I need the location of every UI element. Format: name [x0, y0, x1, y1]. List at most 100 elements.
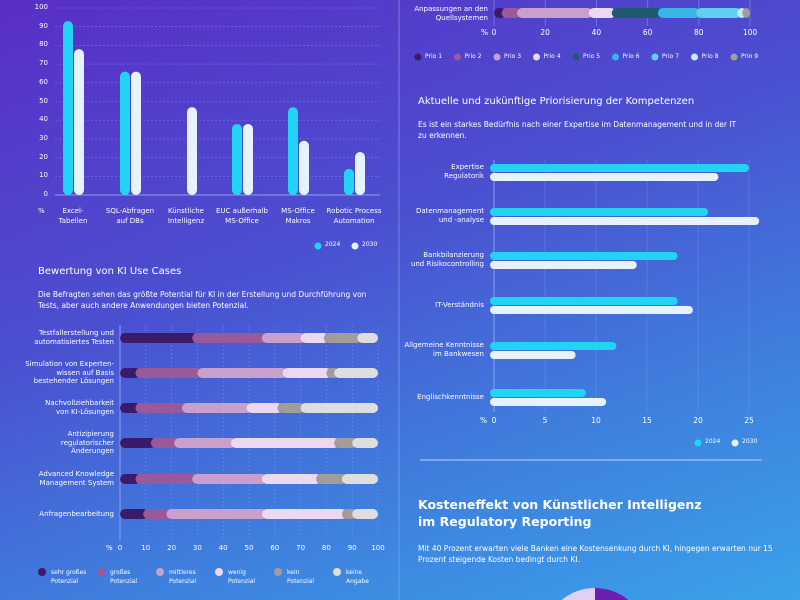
segment-1	[135, 403, 187, 413]
x-tick-label: 0	[117, 544, 123, 552]
segment-3	[261, 509, 347, 519]
x-tick-label: 10	[141, 544, 151, 552]
category-label: Anpassungen an den Quellsystemen	[414, 5, 488, 22]
legend-label: Prio 9	[741, 53, 759, 60]
legend-label: Prio 7	[662, 53, 680, 60]
segment-2	[174, 438, 236, 448]
legend-label: Prio 5	[583, 53, 601, 60]
x-tick-label: 30	[192, 544, 202, 552]
bar-2030	[299, 140, 309, 195]
x-tick-label: 60	[642, 28, 653, 37]
legend-swatch	[691, 53, 698, 61]
x-tick-label: 15	[642, 416, 652, 425]
legend-label: Prio 1	[425, 53, 443, 60]
legend-label: Prio 3	[504, 53, 522, 60]
segment-0	[120, 403, 141, 413]
segment-4	[277, 403, 306, 413]
x-tick-label: 25	[744, 416, 754, 425]
y-tick-label: 80	[39, 40, 48, 49]
x-category-label: Robotic Process Automation	[326, 207, 382, 225]
segment-prio-3	[517, 8, 593, 18]
segment-5	[352, 509, 378, 519]
y-tick-label: 10	[39, 171, 48, 180]
segment-5	[334, 368, 378, 378]
row-label: Advanced Knowledge Management System	[38, 470, 114, 487]
segment-3	[230, 438, 340, 448]
bar-2030	[490, 398, 607, 406]
bar-2030	[187, 107, 197, 195]
segment-prio-6	[657, 8, 701, 18]
segment-5	[357, 333, 378, 343]
legend-swatch	[731, 439, 739, 447]
row-label: Datenmanagement und -analyse	[415, 207, 484, 224]
pie-slice	[561, 588, 595, 600]
bar-2024	[288, 107, 298, 195]
y-tick-label: 100	[34, 3, 48, 11]
segment-2	[197, 368, 288, 378]
kosteneffekt-subtitle: Mit 40 Prozent erwarten viele Banken ein…	[418, 544, 773, 564]
x-tick-label: 40	[218, 544, 228, 552]
row-label: Nachvollziehbarkeit von KI-Lösungen	[45, 399, 114, 416]
segment-5	[341, 474, 378, 484]
x-tick-label: 10	[591, 416, 601, 425]
y-axis-unit: %	[38, 207, 45, 215]
bar-2030	[74, 49, 84, 195]
y-tick-label: 50	[39, 96, 48, 105]
row-label: Englischkenntnisse	[417, 392, 484, 401]
legend-swatch	[414, 53, 422, 61]
x-axis-unit: %	[480, 416, 488, 425]
legend-label: wenig Potenzial	[228, 569, 256, 585]
legend-label: sehr großes Potenzial	[51, 569, 87, 585]
legend-swatch	[572, 53, 580, 61]
segment-1	[143, 509, 172, 519]
row-label: IT-Verständnis	[435, 300, 484, 309]
legend-label: Prio 8	[701, 53, 719, 60]
segment-0	[120, 333, 198, 343]
legend-swatch	[612, 53, 619, 61]
pie-slice	[595, 588, 629, 600]
x-axis-unit: %	[481, 28, 489, 37]
y-tick-label: 40	[39, 115, 48, 124]
x-tick-label: 20	[693, 416, 703, 425]
y-tick-label: 20	[39, 152, 48, 161]
bar-2024	[232, 123, 242, 195]
bar-2024	[490, 389, 586, 397]
x-tick-label: 50	[244, 544, 254, 552]
segment-3	[282, 368, 332, 378]
segment-4	[316, 474, 347, 484]
x-tick-label: 60	[270, 544, 280, 552]
segment-1	[135, 368, 203, 378]
bar-2024	[490, 297, 678, 305]
segment-prio-7	[696, 8, 742, 18]
ki-use-cases-subtitle: Die Befragten sehen das größte Potential…	[38, 290, 367, 310]
segment-5	[352, 438, 378, 448]
segment-4	[323, 333, 363, 343]
x-tick-label: 90	[347, 544, 357, 552]
segment-2	[261, 333, 306, 343]
x-tick-label: 80	[694, 28, 704, 37]
x-category-label: Excel- Tabellen	[58, 207, 88, 225]
segment-prio-4	[588, 8, 616, 18]
row-label: Allgemeine Kenntnisse im Bankwesen	[404, 341, 484, 358]
legend-label: keine Angabe	[346, 569, 369, 585]
row-label: Simulation von Experten-wissen auf Basis…	[25, 360, 114, 386]
segment-1	[135, 474, 198, 484]
segment-3	[300, 333, 329, 343]
segment-0	[120, 438, 156, 448]
legend-swatch	[314, 242, 322, 250]
x-tick-label: 20	[540, 28, 550, 37]
bar-2024	[120, 71, 130, 195]
y-tick-label: 60	[39, 77, 48, 86]
legend-label: Prio 2	[464, 53, 482, 60]
legend-swatch	[694, 439, 702, 447]
legend-swatch	[215, 568, 223, 576]
legend-swatch	[533, 53, 540, 61]
bar-2030	[490, 217, 760, 225]
legend-swatch	[651, 53, 659, 61]
y-tick-label: 70	[39, 59, 48, 68]
x-axis-unit: %	[106, 544, 113, 552]
legend-label: 2030	[742, 438, 758, 445]
segment-3	[261, 474, 322, 484]
kosteneffekt-title: Kosteneffekt von Künstlicher Intelligenz…	[418, 497, 702, 529]
row-label: Testfallerstellung und automatisiertes Te…	[34, 329, 114, 346]
